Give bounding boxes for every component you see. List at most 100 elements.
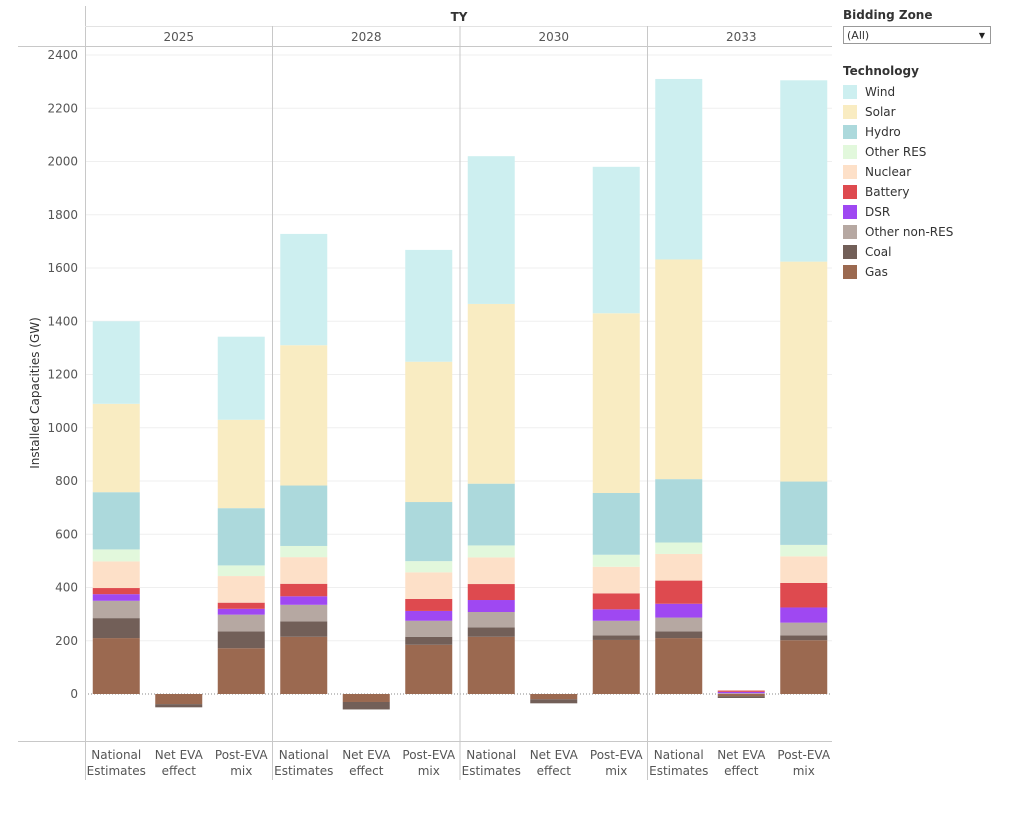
bar-segment-solar[interactable] <box>405 361 453 503</box>
bar-segment-wind[interactable] <box>92 321 140 404</box>
bar-segment-dsr[interactable] <box>780 607 828 623</box>
bar-segment-wind[interactable] <box>467 156 515 304</box>
bar-segment-battery[interactable] <box>592 593 640 610</box>
bar-segment-coal[interactable] <box>655 631 703 639</box>
bar-segment-battery[interactable] <box>405 598 453 611</box>
bar-segment-gas[interactable] <box>655 638 703 694</box>
bar-segment-battery[interactable] <box>780 582 828 608</box>
bar-segment-other-res[interactable] <box>92 549 140 562</box>
bar-segment-hydro[interactable] <box>592 492 640 555</box>
bar-segment-solar[interactable] <box>780 261 828 482</box>
bar-segment-solar[interactable] <box>92 403 140 493</box>
bar-segment-nuclear[interactable] <box>780 556 828 583</box>
bar-segment-coal[interactable] <box>592 635 640 640</box>
bar-segment-other-res[interactable] <box>592 554 640 567</box>
bar-segment-dsr[interactable] <box>92 594 140 601</box>
legend-item[interactable]: Other RES <box>843 142 1003 162</box>
bar-segment-nuclear[interactable] <box>592 566 640 594</box>
bar-segment-other-non-res[interactable] <box>717 693 765 694</box>
bar-segment-coal[interactable] <box>530 699 578 704</box>
legend-item[interactable]: Wind <box>843 82 1003 102</box>
bar-segment-other-non-res[interactable] <box>280 604 328 622</box>
bar-segment-gas[interactable] <box>717 694 765 697</box>
bar-segment-nuclear[interactable] <box>405 572 453 599</box>
bar-segment-wind[interactable] <box>217 336 265 420</box>
bar-segment-other-non-res[interactable] <box>467 611 515 628</box>
bar-segment-coal[interactable] <box>92 618 140 639</box>
bar-segment-wind[interactable] <box>655 78 703 260</box>
bar-segment-other-res[interactable] <box>217 565 265 577</box>
bar-segment-solar[interactable] <box>280 345 328 486</box>
bar-segment-nuclear[interactable] <box>92 561 140 589</box>
bar-segment-hydro[interactable] <box>655 479 703 543</box>
legend-item[interactable]: Battery <box>843 182 1003 202</box>
bar-segment-other-res[interactable] <box>280 545 328 558</box>
legend-item[interactable]: DSR <box>843 202 1003 222</box>
bar-segment-coal[interactable] <box>280 621 328 637</box>
bar-segment-hydro[interactable] <box>217 508 265 566</box>
bar-segment-solar[interactable] <box>655 259 703 480</box>
bar-segment-battery[interactable] <box>467 584 515 601</box>
bar-segment-other-res[interactable] <box>780 544 828 557</box>
bar-segment-gas[interactable] <box>530 694 578 700</box>
bar-segment-gas[interactable] <box>342 694 390 702</box>
bar-segment-solar[interactable] <box>217 419 265 509</box>
bar-segment-gas[interactable] <box>155 694 203 705</box>
bar-segment-nuclear[interactable] <box>655 553 703 581</box>
bar-segment-gas[interactable] <box>405 644 453 694</box>
bar-segment-dsr[interactable] <box>655 603 703 618</box>
bar-segment-coal[interactable] <box>467 627 515 637</box>
bar-segment-gas[interactable] <box>280 636 328 694</box>
bar-segment-battery[interactable] <box>280 583 328 597</box>
bar-segment-other-res[interactable] <box>405 561 453 573</box>
bar-segment-coal[interactable] <box>717 696 765 698</box>
bar-segment-gas[interactable] <box>592 639 640 694</box>
bar-segment-coal[interactable] <box>780 635 828 641</box>
legend-item[interactable]: Gas <box>843 262 1003 282</box>
bar-segment-hydro[interactable] <box>280 485 328 546</box>
bar-segment-coal[interactable] <box>155 704 203 708</box>
bar-segment-gas[interactable] <box>467 636 515 694</box>
bar-segment-other-non-res[interactable] <box>592 620 640 636</box>
bar-segment-dsr[interactable] <box>467 600 515 612</box>
bar-segment-coal[interactable] <box>217 631 265 649</box>
bar-segment-other-non-res[interactable] <box>655 617 703 632</box>
bar-segment-battery[interactable] <box>717 690 765 692</box>
bar-segment-hydro[interactable] <box>405 502 453 562</box>
bar-segment-solar[interactable] <box>592 313 640 493</box>
bar-segment-nuclear[interactable] <box>467 557 515 585</box>
bar-segment-nuclear[interactable] <box>217 576 265 603</box>
bar-segment-dsr[interactable] <box>405 610 453 621</box>
bar-segment-coal[interactable] <box>342 701 390 710</box>
bidding-zone-dropdown[interactable]: (All) ▼ <box>843 26 991 44</box>
bar-segment-hydro[interactable] <box>92 492 140 550</box>
bar-segment-hydro[interactable] <box>780 481 828 545</box>
bar-segment-gas[interactable] <box>92 638 140 694</box>
legend-item[interactable]: Coal <box>843 242 1003 262</box>
bar-segment-dsr[interactable] <box>217 608 265 615</box>
legend-item[interactable]: Hydro <box>843 122 1003 142</box>
bar-segment-other-non-res[interactable] <box>217 614 265 632</box>
legend-item[interactable]: Nuclear <box>843 162 1003 182</box>
bar-segment-coal[interactable] <box>405 636 453 645</box>
bar-segment-hydro[interactable] <box>467 483 515 546</box>
bar-segment-other-res[interactable] <box>467 545 515 558</box>
bar-segment-solar[interactable] <box>467 303 515 484</box>
bar-segment-dsr[interactable] <box>280 596 328 605</box>
bar-segment-nuclear[interactable] <box>280 557 328 584</box>
bar-segment-other-res[interactable] <box>655 542 703 554</box>
bar-segment-wind[interactable] <box>405 249 453 362</box>
bar-segment-gas[interactable] <box>780 640 828 694</box>
bar-segment-wind[interactable] <box>592 166 640 314</box>
bar-segment-battery[interactable] <box>92 588 140 595</box>
bar-segment-wind[interactable] <box>780 80 828 262</box>
bar-segment-gas[interactable] <box>217 648 265 694</box>
bar-segment-battery[interactable] <box>655 580 703 604</box>
bar-segment-dsr[interactable] <box>717 691 765 694</box>
bar-segment-other-non-res[interactable] <box>780 622 828 636</box>
legend-item[interactable]: Other non-RES <box>843 222 1003 242</box>
bar-segment-other-non-res[interactable] <box>92 600 140 619</box>
bar-segment-wind[interactable] <box>280 233 328 346</box>
bar-segment-other-non-res[interactable] <box>405 620 453 637</box>
bar-segment-battery[interactable] <box>217 602 265 609</box>
